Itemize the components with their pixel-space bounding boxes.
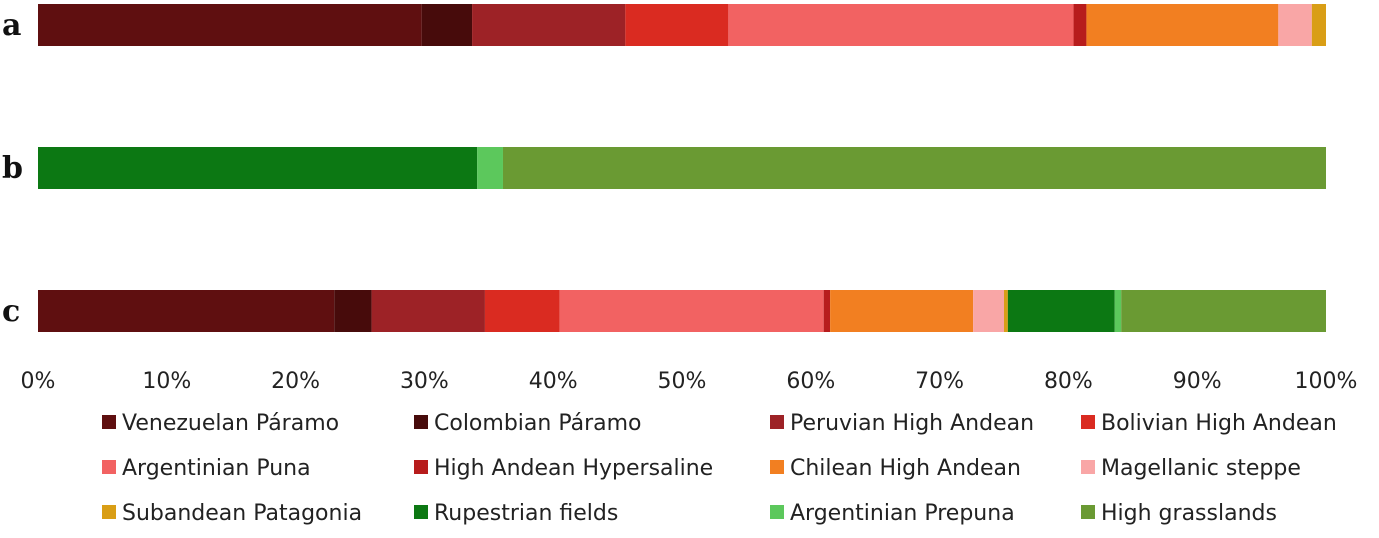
bar-segment-c-peruvian-high-andean — [371, 290, 485, 332]
x-tick-label: 50% — [658, 369, 707, 394]
bar-segment-c-chilean-high-andean — [830, 290, 974, 332]
x-tick-label: 90% — [1173, 369, 1222, 394]
legend-item-argentinian-prepuna: Argentinian Prepuna — [770, 501, 1015, 526]
legend-swatch — [102, 505, 116, 519]
x-tick-label: 20% — [271, 369, 320, 394]
legend-label: Magellanic steppe — [1101, 456, 1301, 481]
x-tick-label: 100% — [1295, 369, 1358, 394]
legend-swatch — [102, 415, 116, 429]
bar-segment-c-magellanic-steppe — [973, 290, 1004, 332]
legend-swatch — [770, 460, 784, 474]
bar-segment-a-high-andean-hypersaline — [1073, 4, 1087, 46]
legend-label: Argentinian Puna — [122, 456, 311, 481]
legend-label: Bolivian High Andean — [1101, 411, 1337, 436]
bar-segment-a-argentinian-puna — [728, 4, 1074, 46]
legend-label: Subandean Patagonia — [122, 501, 362, 526]
bar-segment-a-colombian-p-ramo — [421, 4, 473, 46]
legend-swatch — [1081, 415, 1095, 429]
row-label-a: a — [2, 8, 21, 43]
bar-segment-b-rupestrian-fields — [38, 147, 478, 189]
legend-label: Rupestrian fields — [434, 501, 618, 526]
legend-item-chilean-high-andean: Chilean High Andean — [770, 456, 1021, 481]
bar-segment-c-rupestrian-fields — [1007, 290, 1115, 332]
bar-segment-b-argentinian-prepuna — [477, 147, 503, 189]
legend-item-rupestrian-fields: Rupestrian fields — [414, 501, 618, 526]
bar-segment-c-argentinian-prepuna — [1114, 290, 1122, 332]
bar-segment-c-colombian-p-ramo — [334, 290, 372, 332]
legend-item-subandean-patagonia: Subandean Patagonia — [102, 501, 362, 526]
bar-segment-a-chilean-high-andean — [1086, 4, 1279, 46]
legend-item-high-grasslands: High grasslands — [1081, 501, 1277, 526]
legend-label: High Andean Hypersaline — [434, 456, 713, 481]
x-tick-label: 10% — [142, 369, 191, 394]
legend-label: Argentinian Prepuna — [790, 501, 1015, 526]
legend-item-argentinian-puna: Argentinian Puna — [102, 456, 311, 481]
legend-item-high-andean-hypersaline: High Andean Hypersaline — [414, 456, 713, 481]
row-label-c: c — [2, 294, 20, 329]
legend-label: Chilean High Andean — [790, 456, 1021, 481]
bar-segment-a-subandean-patagonia — [1311, 4, 1326, 46]
legend-swatch — [414, 415, 428, 429]
bar-segment-c-argentinian-puna — [559, 290, 824, 332]
legend-swatch — [770, 415, 784, 429]
legend-swatch — [770, 505, 784, 519]
legend-item-peruvian-high-andean: Peruvian High Andean — [770, 411, 1034, 436]
bar-segment-c-subandean-patagonia — [1004, 290, 1008, 332]
bar-segment-a-magellanic-steppe — [1278, 4, 1312, 46]
x-tick-label: 40% — [529, 369, 578, 394]
legend-label: Venezuelan Páramo — [122, 411, 339, 436]
legend-item-venezuelan-p-ramo: Venezuelan Páramo — [102, 411, 339, 436]
legend-item-bolivian-high-andean: Bolivian High Andean — [1081, 411, 1337, 436]
bar-segment-c-venezuelan-p-ramo — [38, 290, 335, 332]
legend-label: High grasslands — [1101, 501, 1277, 526]
legend-label: Colombian Páramo — [434, 411, 642, 436]
legend-item-magellanic-steppe: Magellanic steppe — [1081, 456, 1301, 481]
bar-segment-b-high-grasslands — [502, 147, 1327, 189]
x-tick-label: 30% — [400, 369, 449, 394]
x-tick-label: 0% — [21, 369, 56, 394]
legend-swatch — [1081, 460, 1095, 474]
row-label-b: b — [2, 151, 23, 186]
x-tick-label: 70% — [915, 369, 964, 394]
bar-segment-c-high-grasslands — [1121, 290, 1326, 332]
x-tick-label: 80% — [1044, 369, 1093, 394]
legend-swatch — [414, 505, 428, 519]
x-tick-label: 60% — [786, 369, 835, 394]
bar-segment-a-peruvian-high-andean — [472, 4, 626, 46]
legend-label: Peruvian High Andean — [790, 411, 1034, 436]
bar-segment-a-venezuelan-p-ramo — [38, 4, 422, 46]
legend-swatch — [414, 460, 428, 474]
legend-swatch — [102, 460, 116, 474]
bar-segment-a-bolivian-high-andean — [625, 4, 729, 46]
legend-swatch — [1081, 505, 1095, 519]
bar-segment-c-bolivian-high-andean — [484, 290, 560, 332]
legend-item-colombian-p-ramo: Colombian Páramo — [414, 411, 642, 436]
bar-segment-c-high-andean-hypersaline — [823, 290, 831, 332]
